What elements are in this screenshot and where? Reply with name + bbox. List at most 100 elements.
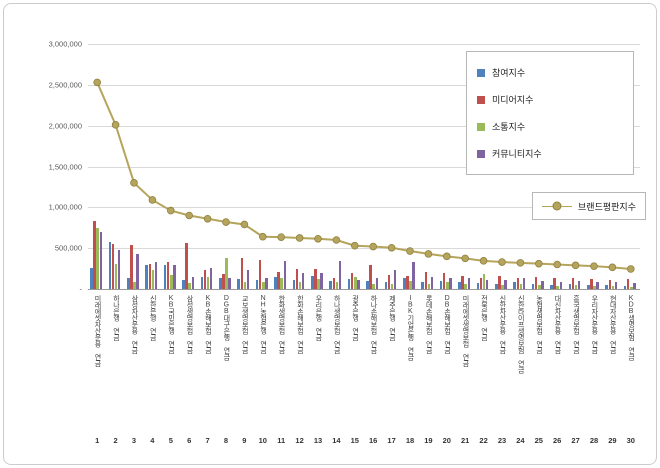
bar-커뮤니티지수 — [228, 277, 231, 289]
x-axis-rank: 15 — [350, 436, 359, 445]
bar-참여지수 — [623, 285, 627, 289]
bar-참여지수 — [274, 276, 277, 289]
bar-참여지수 — [476, 283, 480, 289]
bar-미디어지수 — [387, 275, 391, 289]
bar-미디어지수 — [332, 278, 336, 289]
legend-label: 참여지수 — [492, 68, 526, 78]
legend-item-참여지수: 참여지수 — [477, 59, 623, 86]
x-axis-label: 미래에셋자산운용 연금 — [94, 295, 102, 367]
x-axis-rank: 25 — [534, 436, 543, 445]
bar-참여지수 — [605, 284, 608, 289]
line-marker — [240, 220, 249, 229]
x-axis-label: 전북은행 연금 — [480, 295, 488, 341]
bar-소통지수 — [317, 279, 320, 289]
bar-소통지수 — [501, 284, 504, 289]
bar-소통지수 — [482, 274, 486, 289]
x-axis-label: 한화손해보험 연금 — [296, 295, 304, 354]
bar-참여지수 — [127, 278, 130, 289]
line-marker — [111, 121, 120, 129]
bar-커뮤니티지수 — [449, 277, 452, 289]
line-marker — [498, 258, 506, 266]
line-marker — [626, 265, 635, 273]
legend-label: 브랜드평판지수 — [578, 201, 636, 212]
x-axis-rank: 7 — [205, 436, 210, 445]
bar-소통지수 — [372, 284, 375, 289]
bar-소통지수 — [170, 275, 173, 289]
bar-참여지수 — [311, 275, 314, 289]
bar-커뮤니티지수 — [246, 270, 250, 289]
bar-커뮤니티지수 — [265, 278, 268, 289]
bar-소통지수 — [280, 278, 283, 289]
legend-item-소통지수: 소통지수 — [477, 113, 623, 140]
line-marker — [424, 250, 433, 258]
x-axis-rank: 29 — [608, 436, 617, 445]
brand-index-line — [93, 78, 635, 273]
line-marker — [442, 252, 451, 261]
bar-커뮤니티지수 — [485, 280, 489, 289]
bar-참여지수 — [237, 279, 240, 289]
x-axis-rank: 10 — [258, 436, 267, 445]
x-axis-label: 삼성생명보험 연금 — [186, 295, 194, 354]
line-marker — [479, 257, 488, 265]
line-marker — [571, 261, 580, 270]
bar-소통지수 — [538, 284, 541, 289]
bar-참여지수 — [108, 241, 112, 289]
bar-미디어지수 — [166, 262, 170, 289]
gridline — [88, 248, 640, 250]
bar-미디어지수 — [553, 277, 556, 289]
bar-참여지수 — [587, 284, 590, 289]
bar-미디어지수 — [479, 278, 483, 289]
bar-미디어지수 — [498, 275, 501, 289]
bar-소통지수 — [574, 284, 578, 289]
bar-미디어지수 — [258, 260, 262, 289]
y-axis-tick-label: 500,000 — [54, 243, 82, 253]
bar-커뮤니티지수 — [522, 278, 526, 289]
gridline — [88, 44, 640, 45]
bar-소통지수 — [354, 276, 357, 289]
bar-소통지수 — [225, 257, 228, 289]
bar-미디어지수 — [442, 273, 446, 289]
bar-참여지수 — [219, 277, 222, 289]
gridline — [88, 289, 640, 290]
legend-item-미디어지수: 미디어지수 — [477, 86, 623, 113]
line-marker — [93, 78, 101, 87]
line-marker — [369, 242, 378, 251]
x-axis-rank: 2 — [113, 436, 118, 445]
x-axis-rank: 24 — [516, 436, 525, 445]
x-axis-label: 광주은행 연금 — [351, 295, 359, 341]
legend-swatch-참여지수 — [477, 68, 485, 77]
legend-swatch-미디어지수 — [477, 95, 485, 104]
bar-소통지수 — [188, 283, 191, 289]
line-marker — [461, 254, 470, 263]
bar-미디어지수 — [626, 279, 630, 289]
bar-미디어지수 — [148, 263, 152, 289]
bar-미디어지수 — [93, 221, 96, 289]
bar-소통지수 — [630, 286, 633, 289]
bar-미디어지수 — [608, 280, 612, 289]
bar-미디어지수 — [240, 257, 244, 289]
bar-커뮤니티지수 — [320, 273, 323, 289]
bar-커뮤니티지수 — [136, 253, 139, 289]
bar-참여지수 — [421, 282, 424, 289]
bar-소통지수 — [464, 284, 467, 289]
bar-소통지수 — [262, 282, 265, 289]
legend-label: 미디어지수 — [492, 95, 534, 105]
bar-커뮤니티지수 — [209, 267, 213, 289]
plot-area: - 500,000 1,000,000 1,500,000 2,000,000 2,500… — [49, 40, 640, 445]
bar-참여지수 — [458, 281, 461, 289]
y-axis-tick-label: 2,000,000 — [48, 121, 82, 131]
bar-미디어지수 — [222, 274, 225, 289]
x-axis-label: 교보생명보험 연금 — [241, 295, 249, 354]
bar-소통지수 — [96, 227, 99, 289]
x-axis-rank: 1 — [95, 436, 100, 445]
bar-커뮤니티지수 — [393, 270, 397, 289]
gridline — [88, 84, 640, 86]
bar-미디어지수 — [406, 275, 409, 289]
x-axis-rank: 11 — [277, 436, 286, 445]
bar-참여지수 — [90, 267, 93, 289]
bar-미디어지수 — [185, 243, 188, 289]
bar-참여지수 — [200, 276, 204, 289]
line-marker — [516, 259, 525, 267]
x-axis-rank: 4 — [150, 436, 155, 445]
line-marker — [314, 234, 322, 243]
